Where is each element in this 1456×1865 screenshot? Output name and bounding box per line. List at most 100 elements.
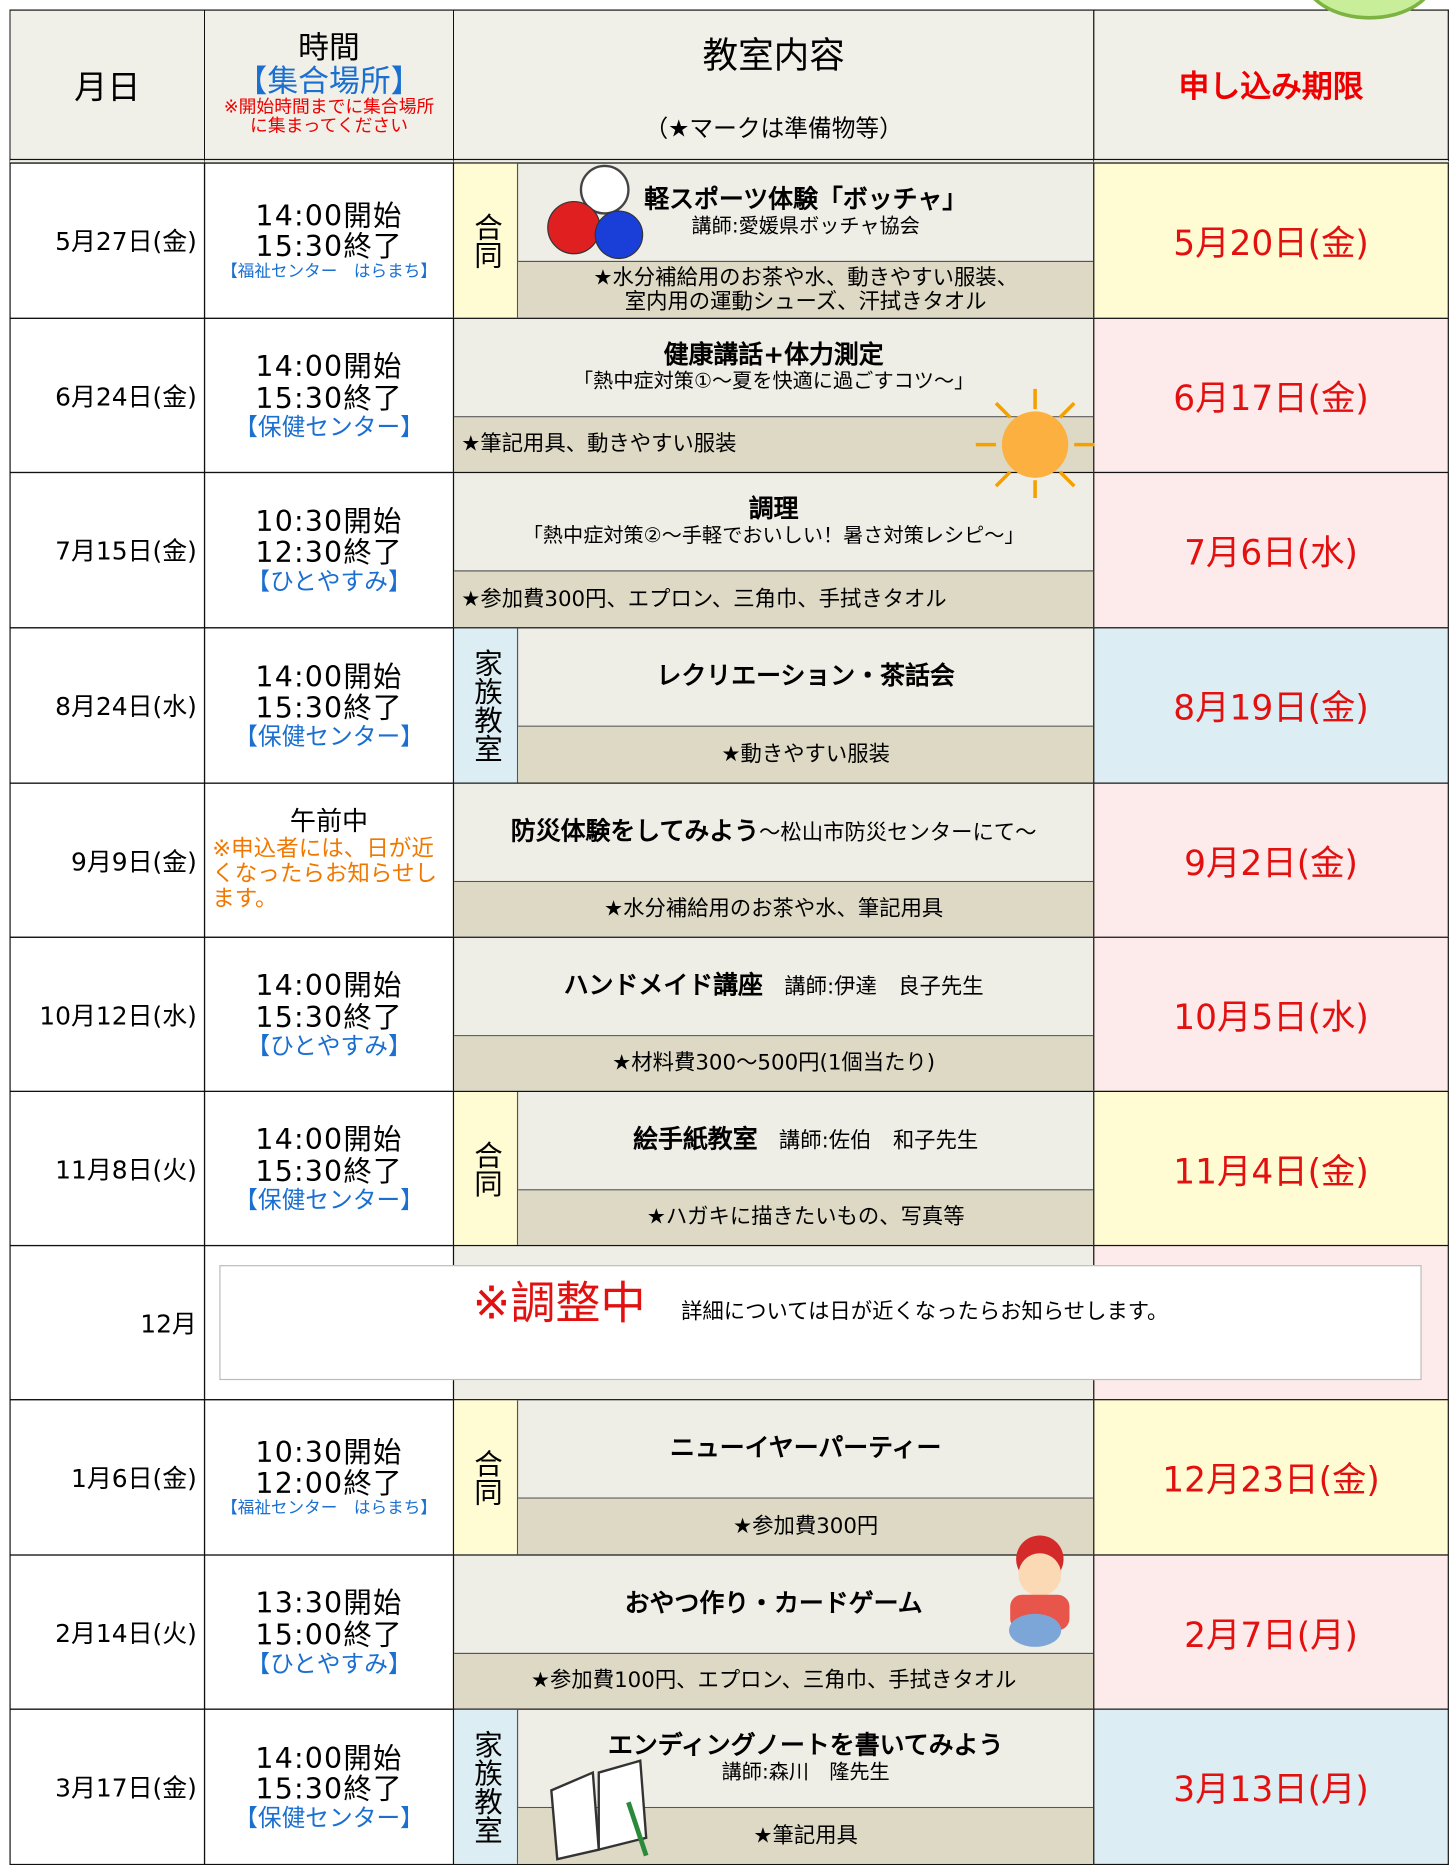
time-cell: 13:30開始 15:00終了 【ひとやすみ】 [203,1554,455,1710]
content-top: 調理 「熱中症対策②～手軽でおいしい！暑さ対策レシピ～」 [454,473,1094,572]
start-time: 13:30開始 [255,1586,403,1620]
deadline: 10月5日(水) [1173,996,1369,1037]
deadline-cell: 8月19日(金) [1093,627,1449,784]
date-cell: 5月27日(金) [9,162,206,319]
lecturer: 講師:伊達 良子先生 [784,975,984,1001]
date: 9月9日(金) [71,847,197,876]
header-deadline: 申し込み期限 [1093,9,1449,164]
deadline-cell: 10月5日(水) [1093,936,1449,1093]
date-cell: 7月15日(金) [9,471,206,629]
title-line: ハンドメイド講座 講師:伊達 良子先生 [564,972,984,1002]
end-time: 12:00終了 [255,1467,403,1501]
end-time: 15:30終了 [255,1000,403,1034]
date-cell: 11月8日(火) [9,1090,206,1247]
item: ★水分補給用のお茶や水、動きやすい服装、 [593,265,1018,291]
deadline-cell: 2月7日(月) [1093,1554,1449,1710]
time: 午前中 [289,807,369,838]
content-cell: おやつ作り・カードゲーム ★参加費100円、エプロン、三角巾、手拭きタオル [452,1554,1095,1710]
content-top: エンディングノートを書いてみよう 講師:森川 隆先生 [518,1710,1094,1809]
end-time: 12:30終了 [255,535,403,570]
deadline-cell: 5月20日(金) [1093,162,1449,319]
time-cell: 午前中 ※申込者には、日が近くなったらお知らせします。 [203,782,455,938]
start-time: 14:00開始 [255,659,403,694]
tag: 家族教室 [454,628,519,783]
date: 3月17日(金) [55,1773,197,1803]
start-time: 14:00開始 [255,968,403,1003]
text: ※開始時間までに集合場所に集まってください [223,96,435,137]
title-line: おやつ作り・カードゲーム [625,1589,923,1619]
title: 健康講話+体力測定 [663,340,884,369]
time-cell: 14:00開始 15:30終了 【保健センター】 [203,317,455,474]
item: ★水分補給用のお茶や水、筆記用具 [604,896,944,922]
date: 11月8日(火) [55,1155,197,1184]
deadline-cell: 3月13日(月) [1093,1708,1449,1865]
content-cell: 防災体験をしてみよう～松山市防災センターにて～ ★水分補給用のお茶や水、筆記用具 [452,782,1095,938]
content-cell: ハンドメイド講座 講師:伊達 良子先生 ★材料費300～500円(1個当たり) [452,936,1095,1093]
deadline-cell: 12月23日(金) [1093,1399,1449,1556]
content-bottom: ★参加費300円、エプロン、三角巾、手拭きタオル [454,571,1094,628]
start-time: 14:00開始 [255,349,403,384]
content-top: 健康講話+体力測定 「熱中症対策①～夏を快適に過ごすコツ～」 [454,319,1094,418]
content-bottom: ★水分補給用のお茶や水、動きやすい服装、 室内用の運動シューズ、汗拭きタオル [518,262,1094,318]
content-cell: 家族教室 レクリエーション・茶話会 ★動きやすい服装 [452,627,1095,784]
content-bottom: ★参加費300円 [518,1498,1094,1555]
title: おやつ作り・カードゲーム [624,1589,923,1618]
title-line: 調理 [749,495,799,525]
date: 1月6日(金) [71,1464,197,1493]
content-cell: 合同 軽スポーツ体験「ボッチャ」 講師:愛媛県ボッチャ協会 ★水分補給用のお茶や水、動… [452,162,1095,319]
content-cell: 健康講話+体力測定 「熱中症対策①～夏を快適に過ごすコツ～」 ★筆記用具、動きやすい… [452,317,1095,474]
title: 調理 [748,494,799,524]
title: 軽スポーツ体験「ボッチャ」 [644,185,968,214]
title-line: 軽スポーツ体験「ボッチャ」 [644,185,967,215]
content-top: 防災体験をしてみよう～松山市防災センターにて～ [454,784,1094,883]
date-cell: 10月12日(水) [9,936,206,1093]
text: 申し込み期限 [1178,69,1364,106]
place: 【保健センター】 [234,412,424,441]
title-line: エンディングノートを書いてみよう [608,1731,1003,1761]
content-cell: 調理 「熱中症対策②～手軽でおいしい！暑さ対策レシピ～」 ★参加費300円、エプロン… [452,471,1095,629]
tag-text: 家族教室 [468,1729,503,1844]
date-cell: 8月24日(水) [9,627,206,784]
end-time: 15:30終了 [255,1154,403,1188]
place: 【保健センター】 [234,1803,424,1833]
place: 【福祉センター はらまち】 [221,1498,437,1518]
lecturer: 講師:森川 隆先生 [721,1761,890,1785]
title-line: 防災体験をしてみよう～松山市防災センターにて～ [511,817,1037,847]
deadline: 9月2日(金) [1184,842,1358,883]
end-time: 15:30終了 [255,1772,403,1806]
content-cell: 合同 絵手紙教室 講師:佐伯 和子先生 ★ハガキに描きたいもの、写真等 [452,1090,1095,1247]
deadline: 3月13日(月) [1173,1769,1369,1810]
end-time: 15:30終了 [255,691,403,725]
title: ニューイヤーパーティー [669,1433,942,1463]
text: （★マークは準備物等） [644,113,903,143]
title-suffix: ～松山市防災センターにて～ [759,820,1037,846]
header-time: 時間 【集合場所】 ※開始時間までに集合場所に集まってください [203,9,455,164]
date: 8月24日(水) [55,692,197,721]
place: 【保健センター】 [234,722,424,751]
tag: 家族教室 [454,1709,519,1864]
tag-text: 合同 [468,1140,503,1197]
content-top: レクリエーション・茶話会 [518,628,1094,727]
place: 【保健センター】 [234,1185,424,1214]
content-bottom: ★参加費100円、エプロン、三角巾、手拭きタオル [454,1654,1094,1709]
content-bottom: ★水分補給用のお茶や水、筆記用具 [454,882,1094,937]
deadline: 5月20日(金) [1173,222,1369,264]
date: 12月 [140,1309,197,1339]
item: ★参加費300円 [733,1513,879,1539]
deadline-cell: 6月17日(金) [1093,317,1449,474]
place: 【ひとやすみ】 [246,1031,412,1060]
deadline: 2月7日(月) [1184,1614,1358,1655]
title: エンディングノートを書いてみよう [607,1731,1004,1760]
title-line: 健康講話+体力測定 [664,341,884,371]
date-cell: 1月6日(金) [9,1399,206,1556]
title-line: 絵手紙教室 講師:佐伯 和子先生 [633,1126,978,1156]
tag-text: 合同 [468,1448,503,1506]
tag-text: 家族教室 [468,648,503,763]
notice: ※調整中 [472,1276,646,1330]
item: ★筆記用具 [753,1823,858,1848]
deadline: 12月23日(金) [1162,1459,1380,1500]
time-cell: 10:30開始 12:30終了 【ひとやすみ】 [203,471,455,629]
date-cell: 2月14日(火) [9,1554,206,1710]
content-cell: 合同 ニューイヤーパーティー ★参加費300円 [452,1399,1095,1556]
